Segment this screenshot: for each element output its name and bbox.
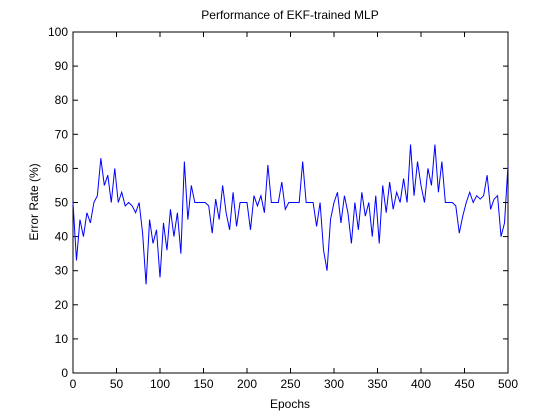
x-tick-label: 200 [237, 377, 257, 391]
y-tick-label: 60 [55, 161, 69, 175]
y-tick-label: 40 [55, 230, 69, 244]
x-tick-label: 150 [193, 377, 213, 391]
chart-title: Performance of EKF-trained MLP [201, 8, 378, 22]
y-tick-label: 80 [55, 93, 69, 107]
x-tick-label: 400 [411, 377, 431, 391]
x-axis-label: Epochs [270, 397, 310, 411]
x-tick-label: 450 [454, 377, 474, 391]
x-tick-label: 50 [110, 377, 124, 391]
y-tick-label: 10 [55, 332, 69, 346]
y-axis-label: Error Rate (%) [27, 163, 41, 240]
y-tick-label: 70 [55, 127, 69, 141]
data-line [72, 144, 509, 285]
y-tick-label: 30 [55, 264, 69, 278]
y-tick-label: 20 [55, 298, 69, 312]
x-tick-label: 250 [280, 377, 300, 391]
y-tick-label: 50 [55, 196, 69, 210]
y-tick-label: 0 [61, 366, 68, 380]
x-tick-label: 0 [70, 377, 77, 391]
x-tick-label: 350 [367, 377, 387, 391]
x-tick-label: 300 [324, 377, 344, 391]
x-tick-label: 500 [498, 377, 518, 391]
x-tick-label: 100 [150, 377, 170, 391]
y-tick-label: 100 [48, 25, 68, 39]
y-tick-label: 90 [55, 59, 69, 73]
